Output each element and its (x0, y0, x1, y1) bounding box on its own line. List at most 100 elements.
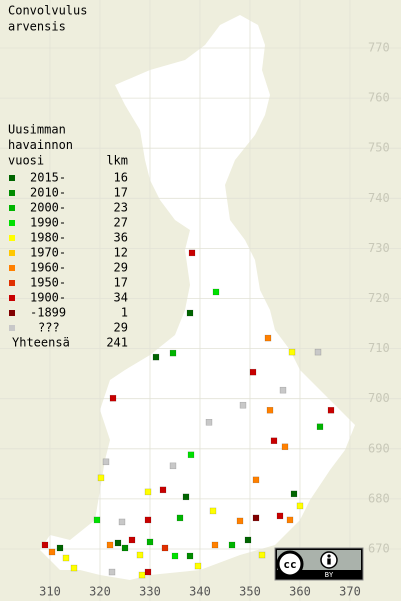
observation-square (169, 462, 177, 470)
legend-count: 12 (114, 246, 128, 260)
observation-square (128, 536, 136, 544)
observation-square (279, 386, 287, 394)
legend-count-header: lkm (106, 154, 128, 168)
x-tick-label: 370 (339, 585, 361, 599)
observation-square (186, 552, 194, 560)
x-tick-label: 350 (239, 585, 261, 599)
observation-square (169, 349, 177, 357)
observation-square (276, 512, 284, 520)
x-tick-label: 340 (189, 585, 211, 599)
observation-square (176, 514, 184, 522)
observation-square (182, 493, 190, 501)
legend-swatch (9, 205, 15, 211)
x-tick-label: 330 (139, 585, 161, 599)
legend-label: 2010- (30, 186, 66, 200)
y-tick-label: 690 (368, 441, 390, 455)
legend-swatch (9, 250, 15, 256)
by-icon-head (327, 554, 331, 558)
legend-count: 1 (121, 306, 128, 320)
observation-square (264, 334, 272, 342)
x-tick-label: 320 (89, 585, 111, 599)
observations (41, 249, 335, 579)
legend-count: 29 (114, 261, 128, 275)
legend-count: 29 (114, 321, 128, 335)
y-tick-label: 760 (368, 91, 390, 105)
cc-icon (276, 550, 304, 578)
observation-square (48, 548, 56, 556)
observation-square (205, 418, 213, 426)
license-badge: cc BY (274, 547, 364, 581)
legend-label: -1899 (30, 306, 66, 320)
observation-square (109, 394, 117, 402)
legend-count: 36 (114, 231, 128, 245)
observation-square (296, 502, 304, 510)
observation-square (114, 539, 122, 547)
legend-label: 1990- (30, 216, 66, 230)
legend-total-label: Yhteensä (12, 336, 70, 350)
observation-square (93, 516, 101, 524)
observation-square (211, 541, 219, 549)
y-tick-label: 700 (368, 391, 390, 405)
observation-square (136, 551, 144, 559)
observation-square (144, 568, 152, 576)
observation-square (236, 517, 244, 525)
legend-count: 23 (114, 201, 128, 215)
observation-square (146, 538, 154, 546)
legend-swatch (9, 175, 15, 181)
y-tick-label: 730 (368, 241, 390, 255)
x-tick-label: 360 (289, 585, 311, 599)
observation-square (239, 401, 247, 409)
x-tick-label: 310 (39, 585, 61, 599)
legend-label: ??? (38, 321, 60, 335)
observation-square (228, 541, 236, 549)
observation-square (138, 571, 146, 579)
observation-square (212, 288, 220, 296)
legend-heading: vuosi (8, 154, 44, 168)
legend-swatch (9, 265, 15, 271)
observation-square (108, 568, 116, 576)
observation-square (97, 474, 105, 482)
cc-text: cc (283, 558, 296, 571)
legend-count: 27 (114, 216, 128, 230)
legend-count: 17 (114, 186, 128, 200)
legend-count: 34 (114, 291, 128, 305)
observation-square (252, 476, 260, 484)
observation-square (314, 348, 322, 356)
legend-count: 17 (114, 276, 128, 290)
observation-square (56, 544, 64, 552)
observation-square (144, 488, 152, 496)
legend-swatch (9, 310, 15, 316)
legend-swatch (9, 295, 15, 301)
observation-square (316, 423, 324, 431)
observation-square (121, 544, 129, 552)
legend-swatch (9, 325, 15, 331)
title: Convolvulus (8, 4, 87, 18)
observation-square (209, 507, 217, 515)
observation-square (106, 541, 114, 549)
y-tick-label: 720 (368, 291, 390, 305)
observation-square (249, 368, 257, 376)
observation-square (252, 514, 260, 522)
legend-label: 2000- (30, 201, 66, 215)
legend-count: 16 (114, 171, 128, 185)
legend-heading: havainnon (8, 138, 73, 152)
observation-square (290, 490, 298, 498)
observation-square (62, 554, 70, 562)
observation-square (194, 562, 202, 570)
y-tick-label: 680 (368, 491, 390, 505)
observation-square (286, 516, 294, 524)
observation-square (266, 406, 274, 414)
legend-swatch (9, 190, 15, 196)
observation-square (258, 551, 266, 559)
y-tick-label: 770 (368, 41, 390, 55)
observation-square (187, 451, 195, 459)
observation-square (186, 309, 194, 317)
legend-label: 1950- (30, 276, 66, 290)
observation-square (281, 443, 289, 451)
title: arvensis (8, 20, 66, 34)
legend-label: 1970- (30, 246, 66, 260)
legend-swatch (9, 235, 15, 241)
legend-label: 1980- (30, 231, 66, 245)
